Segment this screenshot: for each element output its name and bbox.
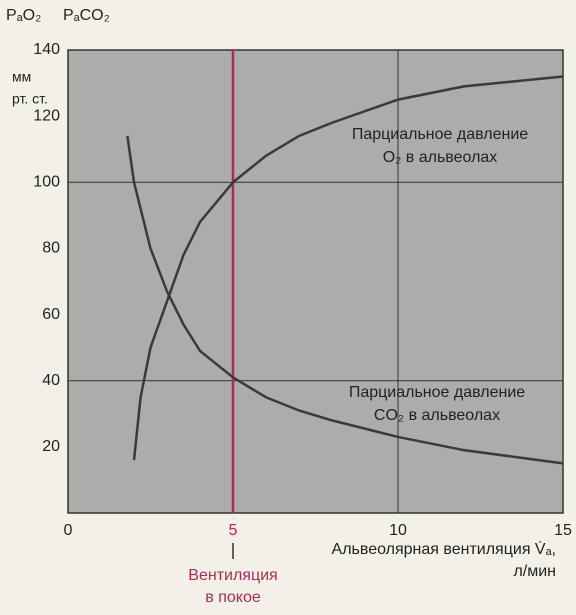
y-header: PₐCO₂: [63, 7, 110, 24]
x-tick-label: 10: [389, 522, 407, 539]
series-label: CO₂ в альвеолах: [374, 407, 500, 424]
series-label: Парциальное давление: [349, 384, 525, 401]
series-label: Парциальное давление: [352, 126, 528, 143]
rest-label: Вентиляция: [188, 567, 277, 584]
y-unit: мм: [12, 69, 31, 85]
y-tick-label: 140: [33, 41, 60, 58]
y-tick-label: 20: [42, 438, 60, 455]
y-tick-label: 60: [42, 306, 60, 323]
x-axis-label: л/мин: [513, 563, 556, 580]
y-unit: рт. ст.: [12, 91, 48, 107]
rest-label: в покое: [205, 589, 261, 606]
x-axis-label: Альвеолярная вентиляция V̇ₐ,: [332, 540, 556, 558]
series-line: [126, 135, 564, 465]
series-label: O₂ в альвеолах: [383, 149, 498, 166]
y-header: PₐO₂: [6, 7, 41, 24]
x-tick-label: 15: [554, 522, 572, 539]
x-tick-label: 0: [64, 522, 73, 539]
y-tick-label: 100: [33, 174, 60, 191]
series-line: [132, 75, 564, 461]
y-tick-label: 40: [42, 372, 60, 389]
y-tick-label: 80: [42, 240, 60, 257]
plot-area: [67, 49, 564, 514]
x-tick-label: 5: [229, 522, 238, 539]
y-tick-label: 120: [33, 107, 60, 124]
